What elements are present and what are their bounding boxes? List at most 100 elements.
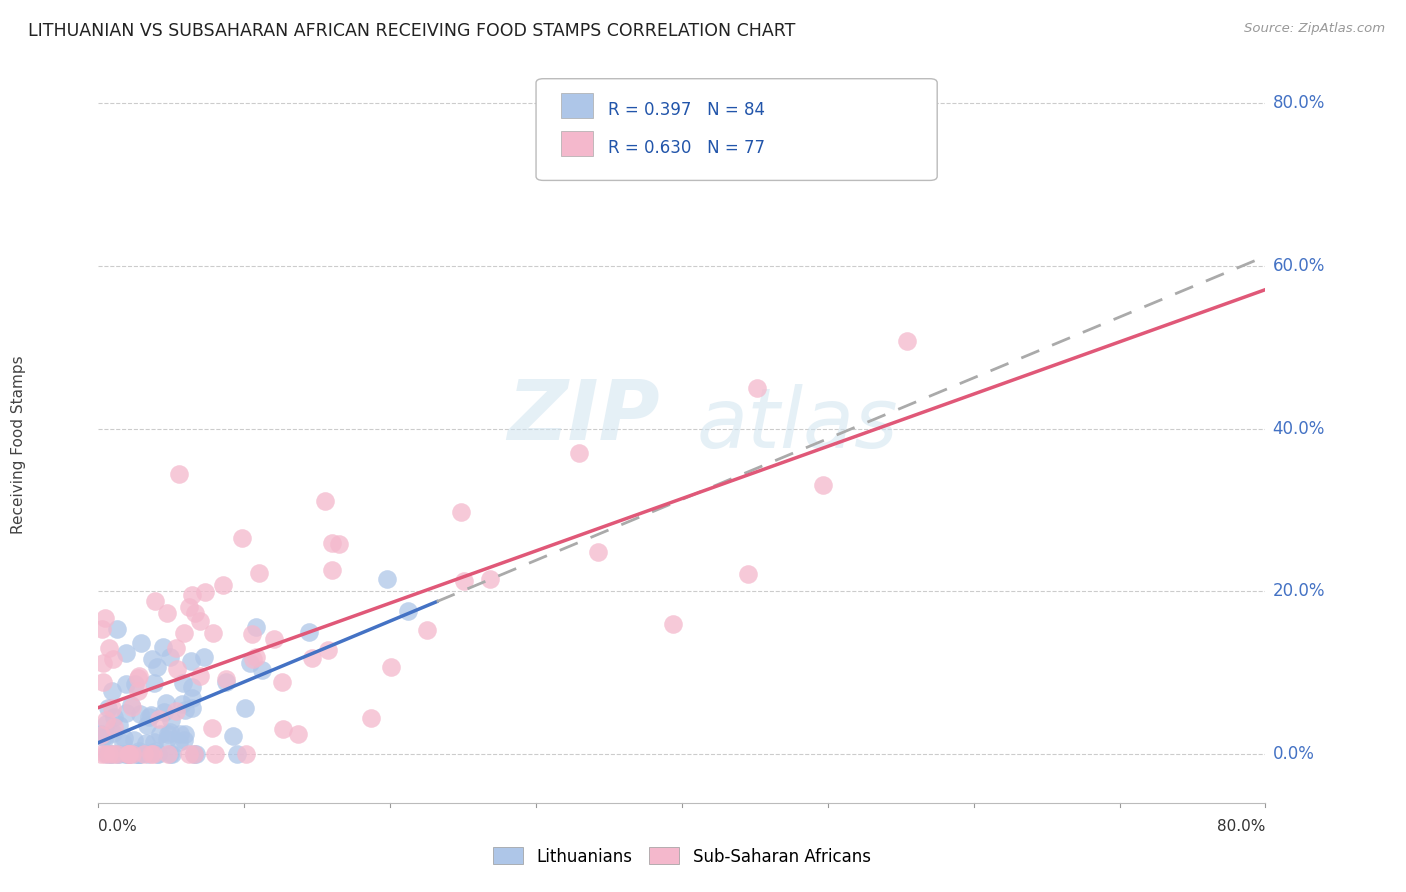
Point bbox=[184, 606, 207, 620]
Point bbox=[180, 680, 202, 694]
Point bbox=[215, 672, 238, 686]
Point bbox=[225, 747, 247, 761]
Point bbox=[662, 617, 685, 632]
Point bbox=[155, 696, 177, 710]
Point bbox=[239, 656, 262, 670]
Point bbox=[115, 706, 138, 720]
Point bbox=[153, 705, 176, 719]
Point bbox=[120, 698, 142, 712]
Point bbox=[479, 572, 502, 586]
Point bbox=[156, 727, 179, 741]
Point bbox=[90, 727, 112, 741]
Point bbox=[127, 747, 149, 761]
Point bbox=[165, 641, 187, 656]
Point bbox=[101, 726, 124, 740]
Point bbox=[94, 729, 117, 743]
Point bbox=[287, 727, 309, 741]
Point bbox=[135, 717, 157, 731]
Point bbox=[91, 731, 114, 745]
Point bbox=[453, 574, 475, 589]
Point bbox=[156, 607, 179, 621]
Point bbox=[101, 652, 124, 666]
Point bbox=[360, 711, 382, 725]
Point bbox=[107, 718, 129, 732]
Point bbox=[129, 636, 152, 650]
Point bbox=[204, 747, 226, 761]
Point bbox=[94, 717, 117, 731]
Point bbox=[321, 536, 343, 550]
Point bbox=[136, 747, 159, 761]
Text: 0.0%: 0.0% bbox=[1272, 745, 1315, 763]
Point bbox=[94, 714, 117, 728]
Point bbox=[242, 651, 264, 665]
Text: LITHUANIAN VS SUBSAHARAN AFRICAN RECEIVING FOOD STAMPS CORRELATION CHART: LITHUANIAN VS SUBSAHARAN AFRICAN RECEIVI… bbox=[28, 22, 796, 40]
Point bbox=[152, 640, 174, 655]
Point bbox=[105, 747, 128, 761]
Point bbox=[124, 677, 146, 691]
Point bbox=[183, 747, 205, 761]
Point bbox=[105, 747, 128, 761]
Point bbox=[156, 731, 179, 746]
Point bbox=[142, 734, 165, 748]
Point bbox=[169, 726, 191, 740]
Point bbox=[188, 668, 211, 682]
Point bbox=[100, 747, 122, 761]
Point bbox=[112, 731, 135, 746]
Point bbox=[235, 747, 257, 761]
Point bbox=[737, 567, 759, 582]
Point bbox=[146, 747, 169, 761]
Point bbox=[896, 334, 918, 348]
Point bbox=[118, 747, 141, 761]
Point bbox=[115, 747, 138, 761]
Point bbox=[103, 747, 125, 761]
Point bbox=[173, 625, 195, 640]
Point bbox=[127, 671, 149, 685]
Point bbox=[91, 656, 114, 670]
Point bbox=[111, 736, 134, 750]
Text: ZIP: ZIP bbox=[508, 376, 659, 457]
Point bbox=[145, 744, 167, 758]
Point bbox=[321, 563, 343, 577]
Point bbox=[91, 675, 114, 690]
Point bbox=[568, 445, 591, 459]
Point bbox=[231, 531, 253, 545]
Point bbox=[172, 676, 194, 690]
Point bbox=[170, 698, 193, 712]
Point bbox=[142, 676, 165, 690]
Point bbox=[128, 747, 150, 761]
Point bbox=[181, 691, 204, 706]
Point bbox=[143, 594, 166, 608]
FancyBboxPatch shape bbox=[536, 78, 938, 180]
Point bbox=[174, 727, 197, 741]
Point bbox=[91, 622, 114, 636]
Text: Source: ZipAtlas.com: Source: ZipAtlas.com bbox=[1244, 22, 1385, 36]
Point bbox=[127, 747, 149, 761]
Text: 0.0%: 0.0% bbox=[98, 819, 138, 834]
Point bbox=[118, 747, 141, 761]
Point bbox=[177, 747, 200, 761]
Point bbox=[270, 675, 292, 690]
Point bbox=[328, 537, 350, 551]
Point bbox=[115, 646, 138, 660]
Point bbox=[121, 747, 143, 761]
Point bbox=[173, 732, 195, 747]
Point bbox=[245, 649, 267, 664]
Text: R = 0.630   N = 77: R = 0.630 N = 77 bbox=[607, 139, 765, 157]
Point bbox=[103, 720, 125, 734]
Point bbox=[132, 747, 155, 761]
Point bbox=[90, 747, 112, 761]
Point bbox=[375, 572, 398, 586]
Point bbox=[222, 729, 245, 743]
Point bbox=[128, 743, 150, 757]
Point bbox=[201, 626, 224, 640]
Point bbox=[179, 600, 201, 615]
Point bbox=[139, 707, 162, 722]
Point bbox=[240, 626, 263, 640]
Point bbox=[160, 747, 183, 761]
Point bbox=[128, 669, 150, 683]
Point bbox=[298, 625, 321, 640]
Point bbox=[156, 747, 179, 761]
Text: atlas: atlas bbox=[696, 384, 898, 465]
Point bbox=[149, 727, 172, 741]
Point bbox=[416, 623, 439, 637]
